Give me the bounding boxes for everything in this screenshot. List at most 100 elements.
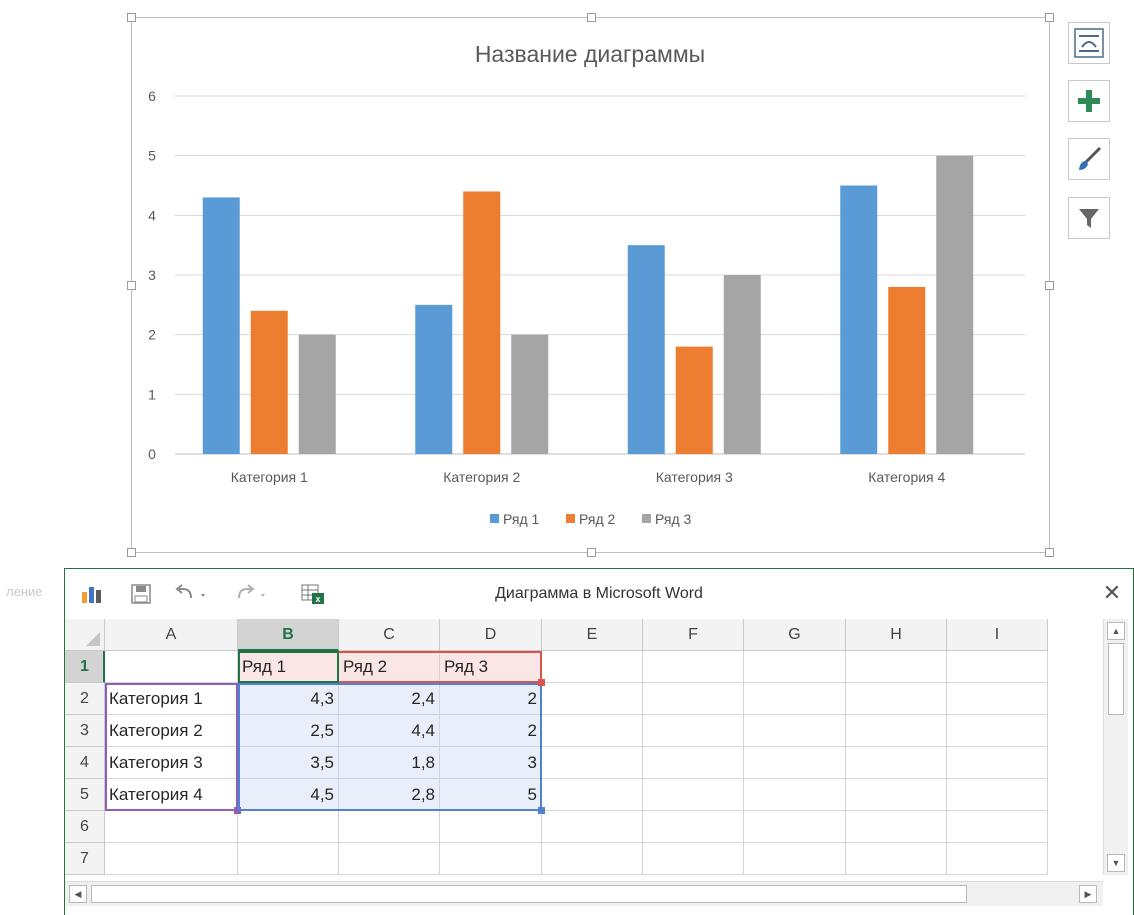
resize-handle-bl[interactable] xyxy=(127,548,136,557)
grid-cell[interactable] xyxy=(744,651,846,683)
grid-cell[interactable] xyxy=(846,747,947,779)
grid-cell[interactable]: Ряд 3 xyxy=(440,651,542,683)
bar[interactable] xyxy=(415,304,453,454)
column-header[interactable]: G xyxy=(744,619,846,651)
vertical-scrollbar[interactable]: ▲ ▼ xyxy=(1103,619,1128,875)
grid-cell[interactable]: 4,4 xyxy=(339,715,440,747)
scroll-left-button[interactable]: ◀ xyxy=(69,885,87,903)
grid-cell[interactable] xyxy=(744,683,846,715)
row-header[interactable]: 4 xyxy=(65,747,105,779)
resize-handle-br[interactable] xyxy=(1045,548,1054,557)
grid-cell[interactable] xyxy=(339,811,440,843)
bar[interactable] xyxy=(511,334,549,454)
close-button[interactable]: ✕ xyxy=(1102,580,1122,605)
column-header[interactable]: A xyxy=(105,619,238,651)
resize-handle-tl[interactable] xyxy=(127,13,136,22)
grid-cell[interactable] xyxy=(846,715,947,747)
grid-cell[interactable]: 5 xyxy=(440,779,542,811)
resize-handle-top[interactable] xyxy=(587,13,596,22)
grid-cell[interactable] xyxy=(542,843,643,875)
grid-cell[interactable]: 2 xyxy=(440,683,542,715)
row-header[interactable]: 2 xyxy=(65,683,105,715)
grid-cell[interactable] xyxy=(947,747,1048,779)
bar[interactable] xyxy=(675,346,713,454)
row-header[interactable]: 6 xyxy=(65,811,105,843)
grid-cell[interactable] xyxy=(846,843,947,875)
grid-cell[interactable] xyxy=(105,651,238,683)
grid-cell[interactable] xyxy=(440,843,542,875)
grid-cell[interactable] xyxy=(339,843,440,875)
bar[interactable] xyxy=(840,185,878,455)
window-titlebar[interactable]: x Диаграмма в Microsoft Word ✕ xyxy=(65,569,1133,619)
scroll-up-button[interactable]: ▲ xyxy=(1107,622,1125,640)
bar[interactable] xyxy=(936,155,974,454)
grid-cell[interactable]: 3,5 xyxy=(238,747,339,779)
bar[interactable] xyxy=(202,197,240,454)
grid-cell[interactable]: 4,3 xyxy=(238,683,339,715)
grid-cell[interactable] xyxy=(542,683,643,715)
excel-icon[interactable]: x xyxy=(301,583,325,605)
column-header[interactable]: C xyxy=(339,619,440,651)
grid-cell[interactable] xyxy=(947,843,1048,875)
grid-cell[interactable] xyxy=(846,651,947,683)
grid-cell[interactable] xyxy=(643,683,744,715)
grid-cell[interactable] xyxy=(643,843,744,875)
grid-cell[interactable]: Ряд 1 xyxy=(238,651,339,683)
grid-cell[interactable]: 2,5 xyxy=(238,715,339,747)
grid-cell[interactable] xyxy=(542,779,643,811)
grid-cell[interactable]: Категория 1 xyxy=(105,683,238,715)
bar[interactable] xyxy=(723,275,761,454)
legend-item[interactable]: Ряд 2 xyxy=(566,511,616,527)
grid-cell[interactable]: 3 xyxy=(440,747,542,779)
row-header[interactable]: 5 xyxy=(65,779,105,811)
grid-cell[interactable] xyxy=(643,747,744,779)
undo-icon[interactable] xyxy=(175,583,211,605)
grid-cell[interactable]: Категория 3 xyxy=(105,747,238,779)
grid-cell[interactable] xyxy=(846,779,947,811)
grid-cell[interactable] xyxy=(440,811,542,843)
series-name-range-handle[interactable] xyxy=(538,679,545,686)
grid-cell[interactable] xyxy=(846,683,947,715)
scroll-right-button[interactable]: ▶ xyxy=(1079,885,1097,903)
category-range-handle[interactable] xyxy=(234,807,241,814)
column-header[interactable]: I xyxy=(947,619,1048,651)
grid-cell[interactable] xyxy=(744,747,846,779)
horizontal-scrollbar[interactable]: ◀ ▶ xyxy=(65,881,1103,906)
bar[interactable] xyxy=(250,310,288,454)
bar[interactable] xyxy=(627,245,665,454)
bar[interactable] xyxy=(463,191,501,454)
column-header[interactable]: F xyxy=(643,619,744,651)
chart-filters-button[interactable] xyxy=(1068,197,1110,239)
grid-cell[interactable] xyxy=(947,651,1048,683)
grid-cell[interactable] xyxy=(744,779,846,811)
grid-cell[interactable] xyxy=(643,811,744,843)
grid-cell[interactable] xyxy=(542,811,643,843)
column-header[interactable]: H xyxy=(846,619,947,651)
grid-cell[interactable] xyxy=(542,715,643,747)
scroll-thumb-vertical[interactable] xyxy=(1108,643,1124,715)
grid-cell[interactable] xyxy=(643,715,744,747)
grid-cell[interactable] xyxy=(643,779,744,811)
bar[interactable] xyxy=(888,286,926,454)
scroll-down-button[interactable]: ▼ xyxy=(1107,854,1125,872)
grid-cell[interactable] xyxy=(947,715,1048,747)
redo-icon[interactable] xyxy=(235,583,271,605)
chart-layout-button[interactable] xyxy=(1068,22,1110,64)
values-range-handle[interactable] xyxy=(538,807,545,814)
grid-cell[interactable] xyxy=(744,715,846,747)
grid-cell[interactable] xyxy=(238,811,339,843)
grid-cell[interactable]: Ряд 2 xyxy=(339,651,440,683)
grid-cell[interactable] xyxy=(238,843,339,875)
row-header[interactable]: 3 xyxy=(65,715,105,747)
chart-frame[interactable] xyxy=(127,13,1054,557)
bar[interactable] xyxy=(298,334,336,454)
select-all-corner[interactable] xyxy=(65,619,105,651)
row-header[interactable]: 7 xyxy=(65,843,105,875)
grid-cell[interactable] xyxy=(947,779,1048,811)
legend-item[interactable]: Ряд 1 xyxy=(490,511,540,527)
grid-cell[interactable] xyxy=(947,811,1048,843)
grid-cell[interactable] xyxy=(105,843,238,875)
grid-cell[interactable]: 4,5 xyxy=(238,779,339,811)
save-icon[interactable] xyxy=(131,583,151,605)
grid-cell[interactable]: 1,8 xyxy=(339,747,440,779)
